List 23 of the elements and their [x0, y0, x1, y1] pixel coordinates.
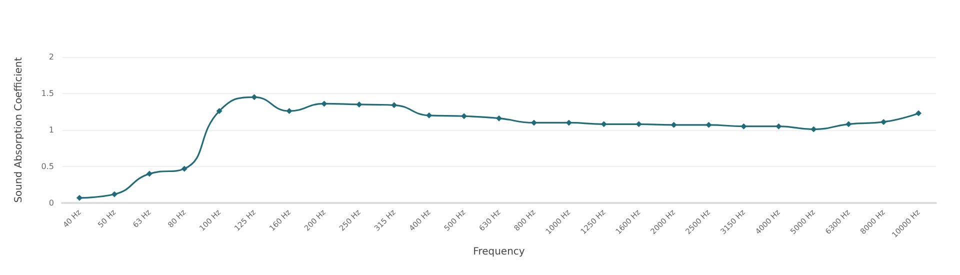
point	[496, 115, 502, 122]
point	[391, 102, 398, 108]
y-tick-label: 0.5	[41, 162, 54, 171]
x-axis-title: Frequency	[473, 246, 525, 258]
point	[216, 108, 222, 114]
point	[846, 121, 852, 128]
point	[916, 110, 922, 116]
point	[776, 123, 782, 130]
y-axis-title: Sound Absorption Coefficient	[14, 57, 24, 203]
point	[111, 191, 118, 198]
y-tick-label: 1	[48, 126, 54, 134]
y-tick-label: 0	[48, 198, 54, 208]
point	[670, 122, 677, 128]
point	[880, 118, 887, 125]
point	[286, 108, 292, 114]
point	[426, 112, 432, 118]
y-tick-label: 1.5	[41, 89, 54, 98]
point	[146, 170, 152, 177]
point	[706, 122, 712, 128]
point	[181, 166, 188, 172]
point	[76, 194, 82, 201]
y-tick-label: 2	[48, 52, 54, 62]
point	[530, 120, 537, 126]
